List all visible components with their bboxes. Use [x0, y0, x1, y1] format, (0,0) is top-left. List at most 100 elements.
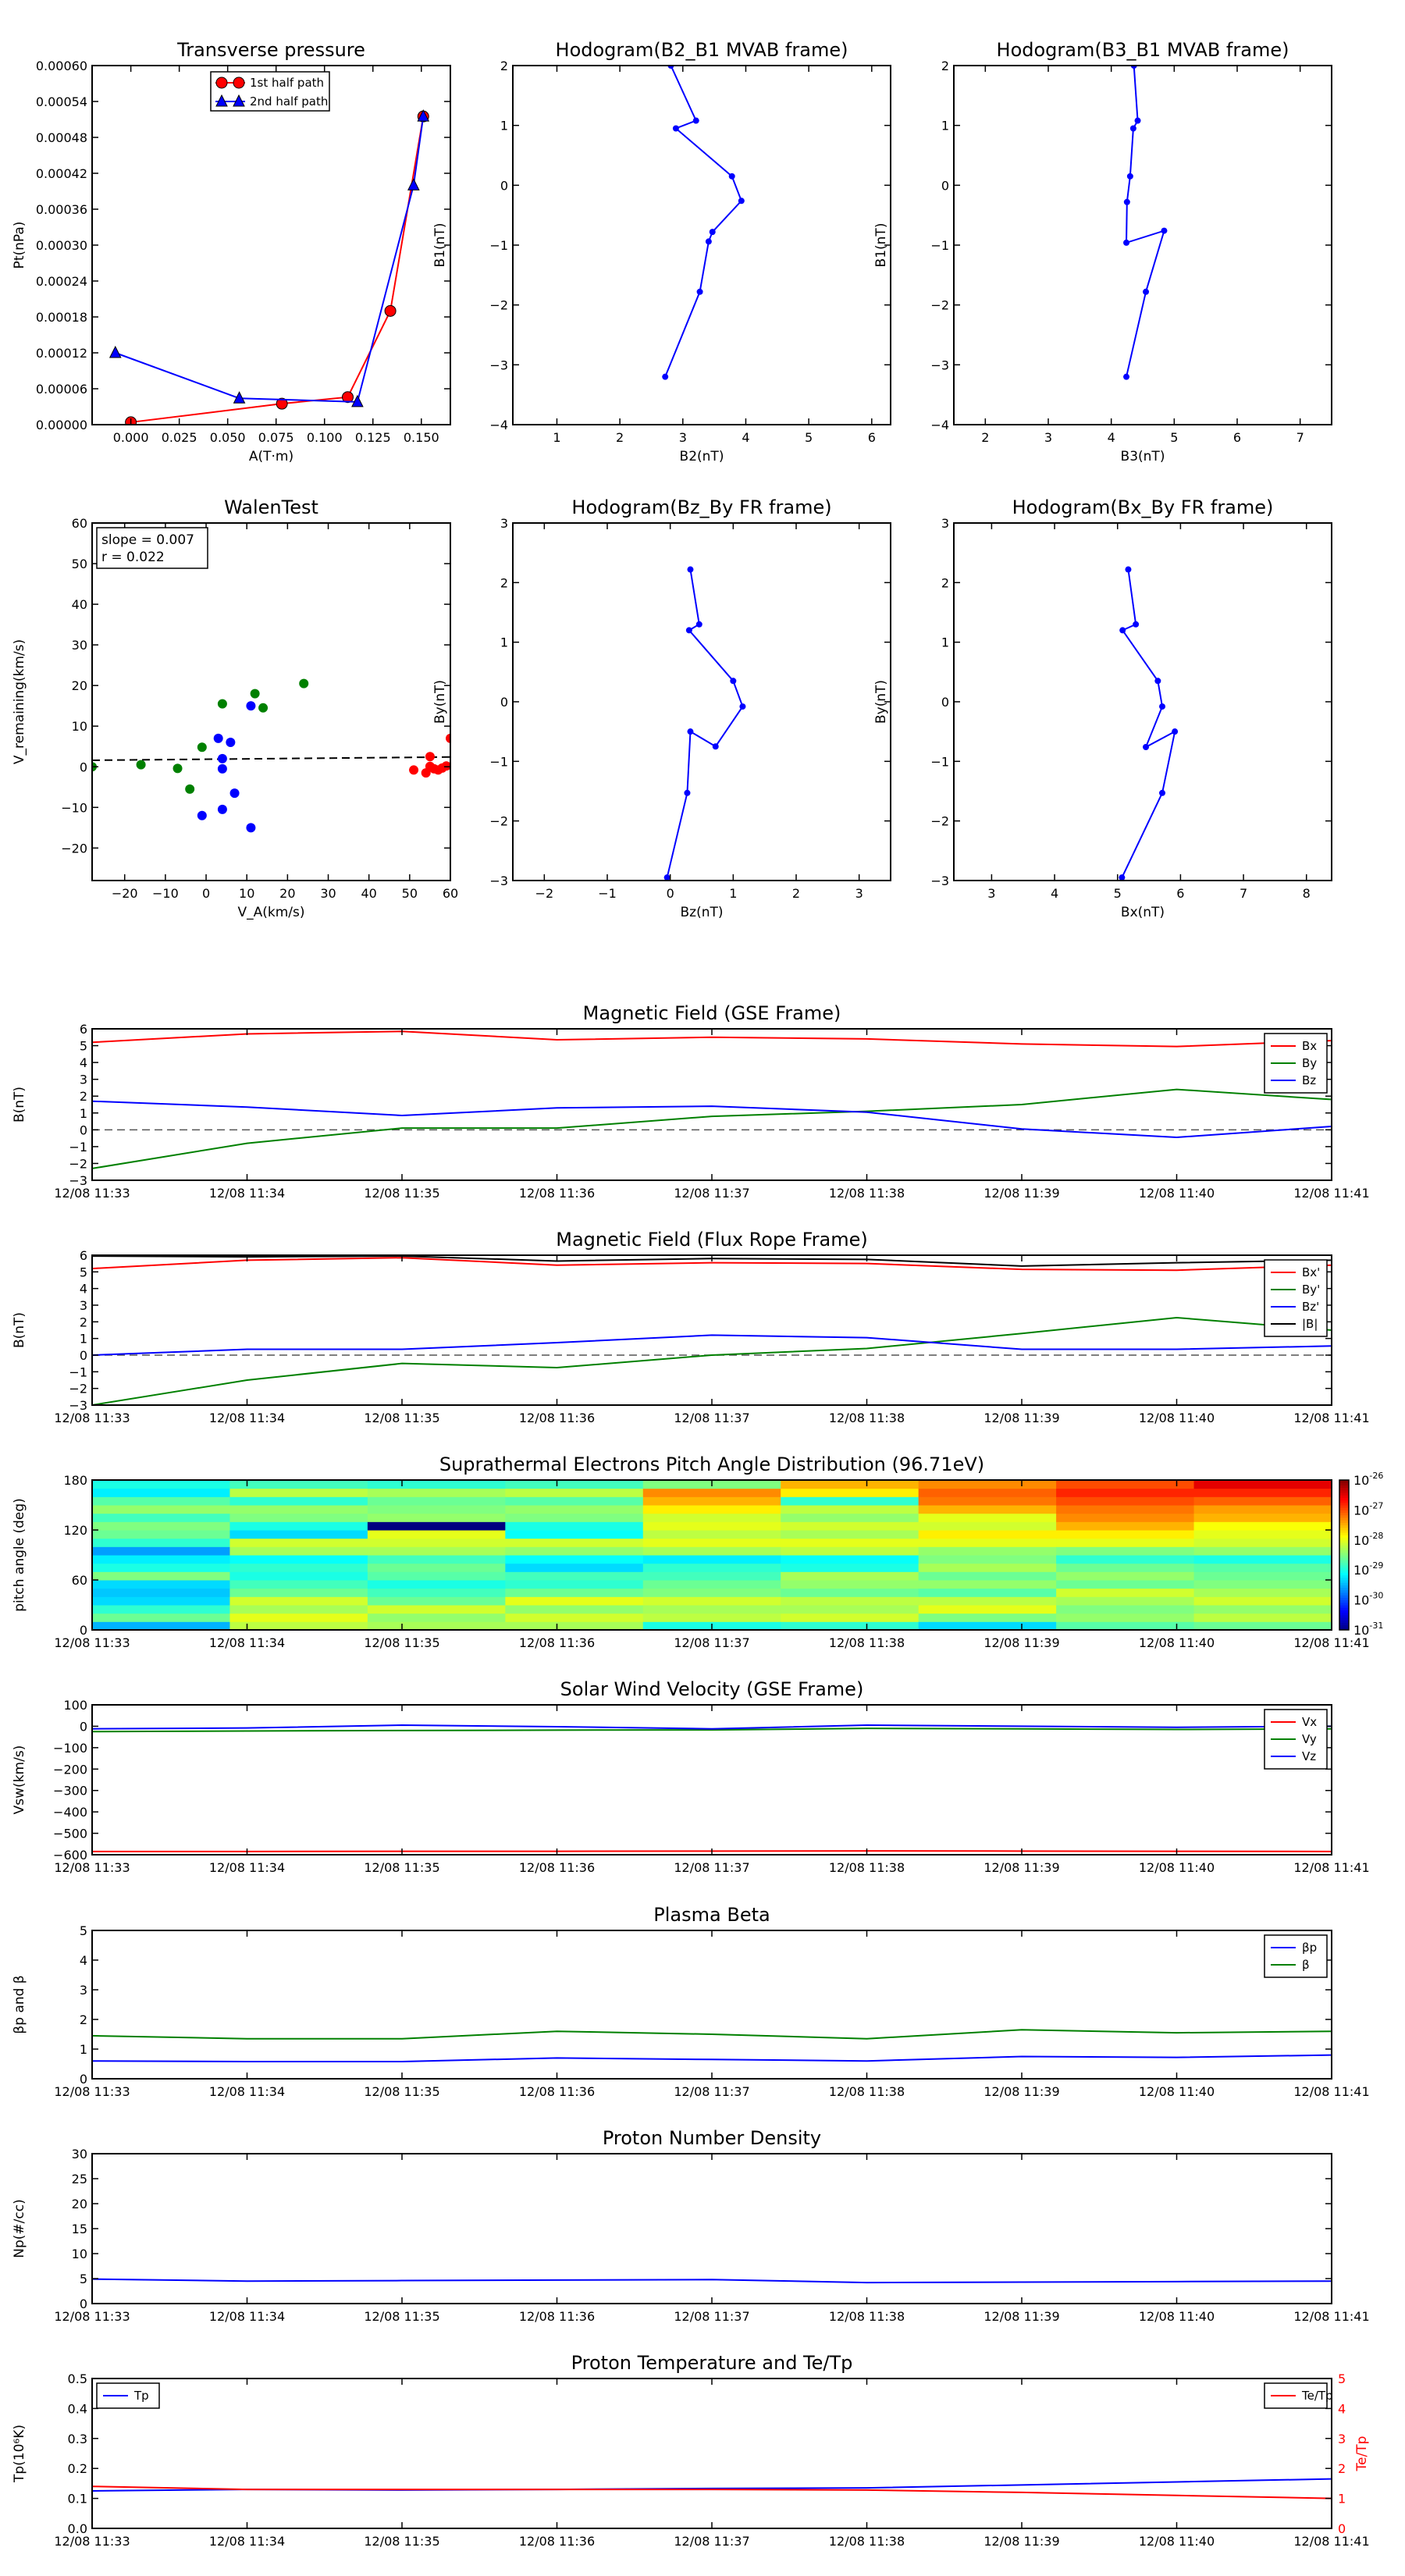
x-tick-label: 12/08 11:33 [54, 2309, 130, 2324]
x-tick-label: 12/08 11:34 [209, 1411, 285, 1425]
heatmap-cell [918, 1605, 1057, 1614]
y-tick-label: 0 [941, 695, 949, 710]
colorbar-label-exponent: -31 [1369, 1621, 1383, 1631]
y-tick-label: 3 [80, 1983, 87, 1998]
heatmap-cell [229, 1538, 368, 1547]
heatmap-cell [1193, 1496, 1332, 1506]
heatmap-cell [92, 1555, 230, 1564]
plot-area [108, 109, 430, 425]
heatmap-cell [229, 1621, 368, 1631]
data-point [738, 197, 745, 205]
heatmap-cell [92, 1605, 230, 1614]
data-point [1143, 744, 1150, 751]
y-tick-label: 2 [80, 2012, 87, 2027]
heatmap-cell [92, 1613, 230, 1622]
plot-area [662, 66, 745, 380]
colorbar-segment [1339, 1612, 1349, 1616]
colorbar-label-exponent: -28 [1369, 1531, 1383, 1541]
data-point [384, 304, 397, 317]
heatmap-cell [1193, 1563, 1332, 1572]
colorbar-segment [1339, 1489, 1349, 1493]
heatmap-cell [1193, 1605, 1332, 1614]
chart-hodo_b3b1: Hodogram(B3_B1 MVAB frame) 2 3 4 5 6 7 −4 −3 −2 −1… [873, 39, 1332, 464]
data-point [197, 742, 207, 753]
y-tick-label: 1 [941, 635, 949, 650]
y-tick-label: 30 [72, 2147, 87, 2161]
data-point [229, 788, 240, 799]
data-point [705, 238, 712, 245]
y-tick-label: −4 [489, 418, 508, 432]
heatmap-cell [918, 1613, 1057, 1622]
data-point [417, 109, 430, 122]
y-tick-label: 120 [63, 1523, 87, 1538]
heatmap-cell [505, 1605, 644, 1614]
heatmap-cell [642, 1530, 781, 1539]
y-tick-label: 0.00018 [36, 310, 87, 325]
data-point [739, 703, 746, 710]
colorbar-segment [1339, 1485, 1349, 1489]
y-tick-label: 4 [80, 1953, 87, 1968]
heatmap-cell [1193, 1513, 1332, 1522]
y-tick-label: 5 [80, 1923, 87, 1938]
plot-area [92, 678, 450, 833]
heatmap-cell [367, 1596, 506, 1606]
heatmap-cell [367, 1530, 506, 1539]
y-tick-label: 2 [500, 59, 508, 73]
y2-tick-label: 2 [1338, 2461, 1346, 2476]
chart-title: Solar Wind Velocity (GSE Frame) [560, 1678, 864, 1700]
heatmap-cell [505, 1521, 644, 1531]
chart-beta: Plasma Beta 12/08 11:33 12/08 11:34 12/08 1… [12, 1904, 1370, 2099]
heatmap-cell [781, 1621, 919, 1631]
chart-vsw: Solar Wind Velocity (GSE Frame) 12/08 11:… [12, 1678, 1370, 1875]
colorbar-label-exponent: -30 [1369, 1591, 1383, 1601]
y-tick-label: −2 [489, 298, 508, 313]
heatmap-cell [92, 1580, 230, 1589]
heatmap-cell [918, 1621, 1057, 1631]
heatmap-cell [1056, 1580, 1195, 1589]
legend-label: β [1302, 1958, 1310, 1972]
colorbar-segment [1339, 1497, 1349, 1501]
colorbar-segment [1339, 1530, 1349, 1533]
x-tick-label: 12/08 11:36 [519, 1186, 595, 1201]
heatmap-cell [505, 1513, 644, 1522]
heatmap-cell [92, 1480, 230, 1489]
x-tick-label: 12/08 11:41 [1293, 1186, 1369, 1201]
x-tick-label: 12/08 11:35 [364, 2534, 439, 2549]
y-tick-label: 6 [80, 1248, 87, 1263]
heatmap-cell [367, 1580, 506, 1589]
x-tick-label: 7 [1297, 430, 1304, 445]
heatmap-cell [1193, 1538, 1332, 1547]
heatmap-cell [1056, 1538, 1195, 1547]
heatmap-cell [92, 1546, 230, 1556]
chart-title: Hodogram(B2_B1 MVAB frame) [556, 39, 848, 61]
x-tick-label: 12/08 11:40 [1139, 2309, 1215, 2324]
y2-tick-label: 1 [1338, 2492, 1346, 2507]
y-tick-label: 0.00006 [36, 382, 87, 397]
x-tick-label: 12/08 11:35 [364, 1411, 439, 1425]
colorbar-segment [1339, 1537, 1349, 1541]
colorbar-segment [1339, 1539, 1349, 1543]
data-point [246, 823, 256, 833]
heatmap-cell [642, 1571, 781, 1581]
x-tick-label: 12/08 11:36 [519, 1411, 595, 1425]
heatmap-cell [229, 1580, 368, 1589]
x-tick-label: 12/08 11:37 [674, 1186, 749, 1201]
y-tick-label: 0.1 [68, 2492, 87, 2507]
plot-area [1119, 566, 1179, 881]
colorbar-segment [1339, 1542, 1349, 1546]
y-tick-label: −4 [930, 418, 949, 432]
x-tick-label: 12/08 11:36 [519, 2084, 595, 2099]
colorbar-segment [1339, 1582, 1349, 1585]
data-point [250, 688, 260, 699]
y-tick-label: −1 [69, 1140, 87, 1155]
heatmap-cell [229, 1546, 368, 1556]
data-point [692, 117, 699, 124]
legend-label: Bx' [1302, 1265, 1320, 1279]
data-point [246, 701, 256, 711]
annotation-text: slope = 0.007 [101, 532, 194, 548]
data-point [409, 765, 419, 775]
x-tick-label: 2 [792, 886, 800, 901]
data-point [213, 733, 223, 743]
data-point [425, 752, 435, 762]
heatmap-cell [1193, 1521, 1332, 1531]
